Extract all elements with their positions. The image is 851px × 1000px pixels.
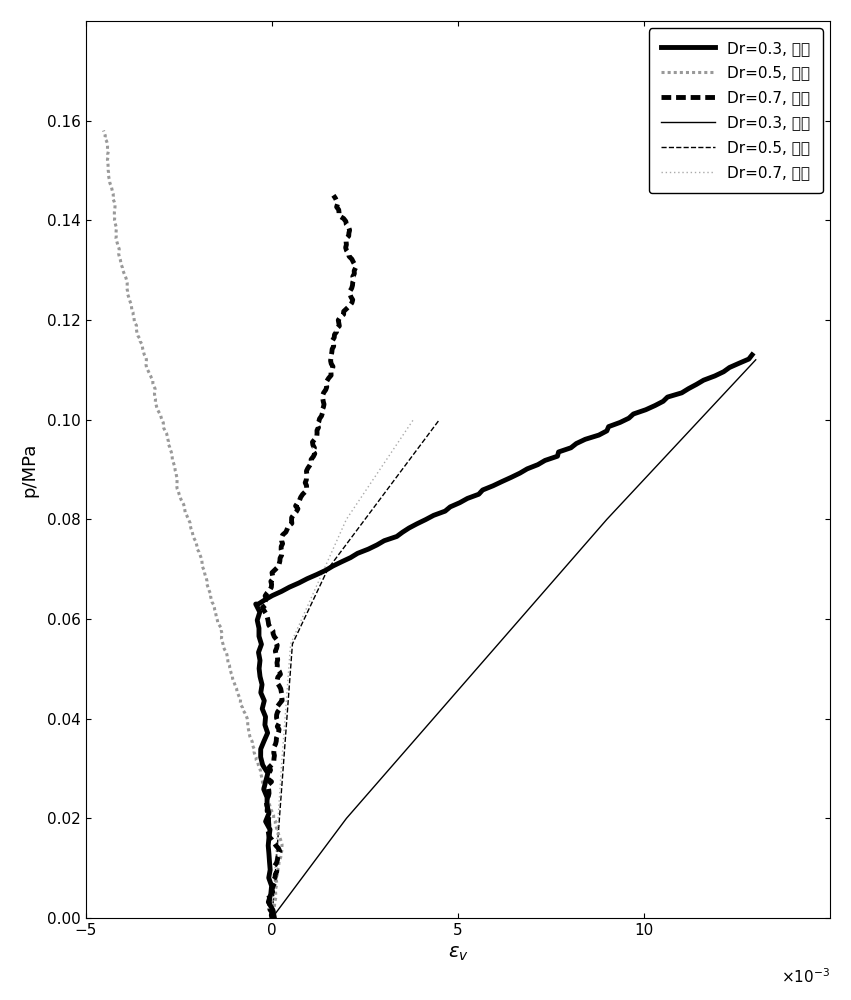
Y-axis label: p/MPa: p/MPa — [20, 442, 39, 497]
X-axis label: $\varepsilon_v$: $\varepsilon_v$ — [448, 944, 468, 963]
Text: $\times 10^{-3}$: $\times 10^{-3}$ — [781, 967, 831, 986]
Legend: Dr=0.3, 试验, Dr=0.5, 试验, Dr=0.7, 试验, Dr=0.3, 俳真, Dr=0.5, 俳真, Dr=0.7, 俳真: Dr=0.3, 试验, Dr=0.5, 试验, Dr=0.7, 试验, Dr=0… — [649, 28, 823, 193]
